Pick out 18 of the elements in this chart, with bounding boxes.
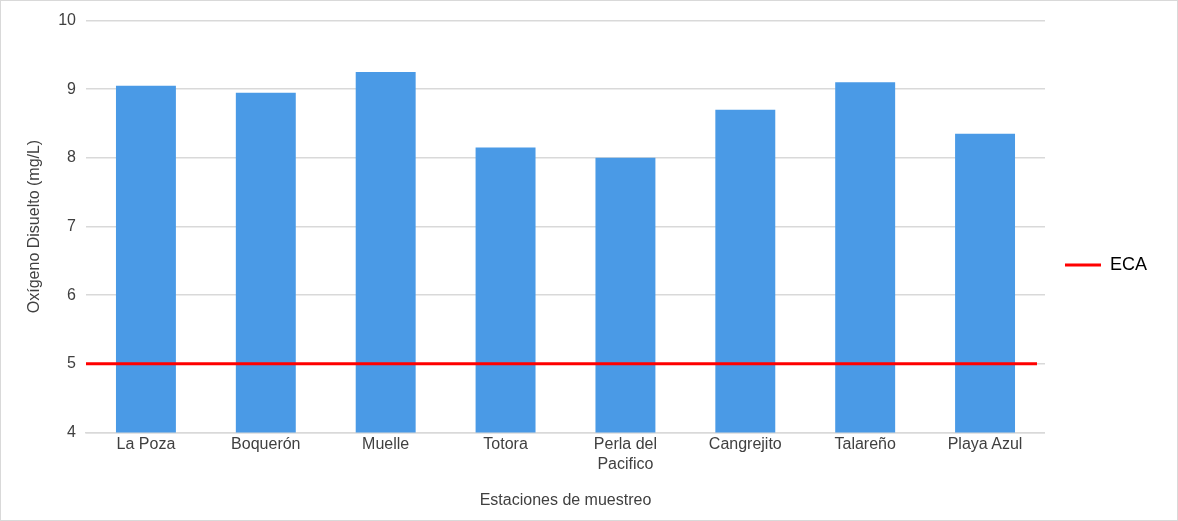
x-tick-label: Muelle <box>362 435 410 453</box>
y-tick-label: 9 <box>67 79 77 97</box>
x-tick-label: Playa Azul <box>947 435 1023 453</box>
x-tick-label: Perla del Pacifico <box>593 435 658 472</box>
x-tick-label: Cangrejito <box>708 435 782 453</box>
y-tick-label: 8 <box>67 148 77 166</box>
x-tick-label: Totora <box>483 435 528 453</box>
x-tick-label: Boquerón <box>231 435 301 453</box>
legend-label: ECA <box>1109 253 1147 274</box>
y-tick-label: 6 <box>67 285 77 303</box>
x-tick-label: La Poza <box>116 435 176 453</box>
x-axis-title: Estaciones de muestreo <box>479 490 652 508</box>
y-tick-label: 4 <box>67 422 77 440</box>
y-axis-title: Oxígeno Disuelto (mg/L) <box>25 139 43 314</box>
y-tick-label: 10 <box>58 11 77 29</box>
y-tick-label: 7 <box>67 216 77 234</box>
y-tick-label: 5 <box>67 354 77 372</box>
x-tick-label: Talareño <box>834 435 896 453</box>
